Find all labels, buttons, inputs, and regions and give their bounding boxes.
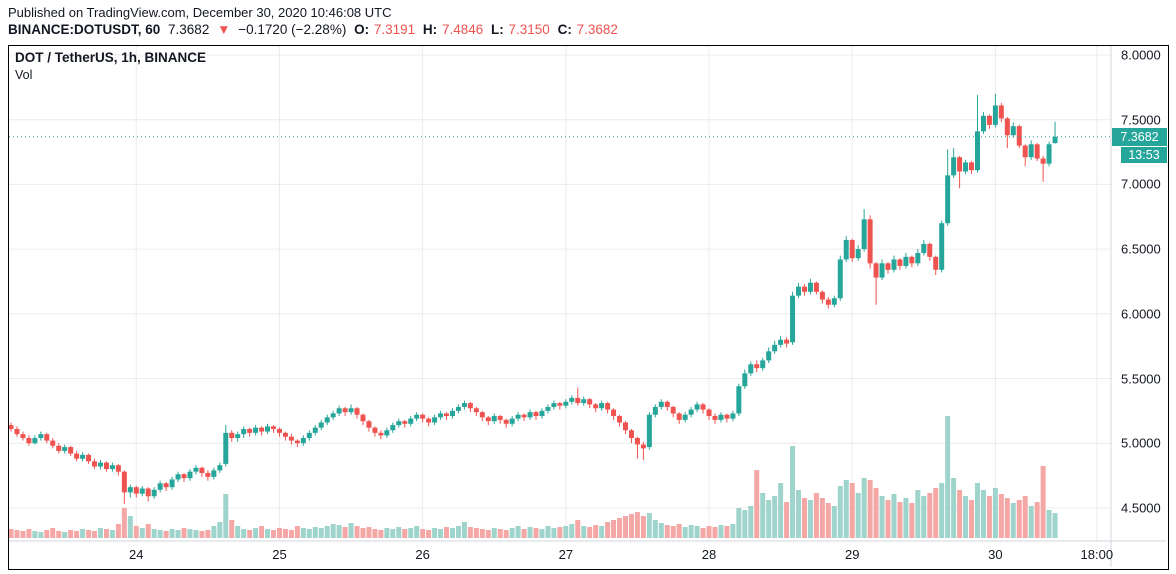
time-tick-label: 24 xyxy=(129,547,144,562)
published-line: Published on TradingView.com, December 3… xyxy=(8,5,392,20)
last-price-value: 7.3682 xyxy=(168,22,210,37)
last-price-badge: 7.3682 xyxy=(1112,127,1167,146)
volume-study-label[interactable]: Vol xyxy=(15,68,33,82)
price-tick-label: 7.5000 xyxy=(1121,112,1161,128)
symbol-name: BINANCE:DOTUSDT, 60 xyxy=(8,22,161,37)
symbol-status-line: BINANCE:DOTUSDT, 60 7.3682 ▼ −0.1720 (−2… xyxy=(8,22,622,37)
price-tick-label: 8.0000 xyxy=(1121,47,1161,63)
open-value: 7.3191 xyxy=(373,22,416,37)
price-tick-label: 4.5000 xyxy=(1121,500,1161,516)
price-tick-label: 6.5000 xyxy=(1121,241,1161,257)
time-tick-label: 28 xyxy=(701,547,717,562)
price-tick-label: 5.0000 xyxy=(1121,435,1161,451)
high-value: 7.4846 xyxy=(441,22,484,37)
price-tick-label: 6.0000 xyxy=(1121,306,1161,322)
high-label: H: xyxy=(422,22,438,37)
time-tick-label: 25 xyxy=(272,547,287,562)
close-value: 7.3682 xyxy=(576,22,618,37)
down-triangle-icon: ▼ xyxy=(217,22,231,37)
candlestick-chart[interactable] xyxy=(9,46,1166,567)
open-label: O: xyxy=(354,22,370,37)
bar-countdown-badge: 13:53 xyxy=(1121,146,1167,163)
chart-legend-title[interactable]: DOT / TetherUS, 1h, BINANCE xyxy=(15,50,207,65)
time-tick-label: 18:00 xyxy=(1080,547,1114,562)
close-label: C: xyxy=(557,22,572,37)
low-label: L: xyxy=(491,22,504,37)
time-tick-label: 30 xyxy=(988,547,1003,562)
price-tick-label: 5.5000 xyxy=(1121,371,1161,386)
time-tick-label: 29 xyxy=(844,547,860,562)
low-value: 7.3150 xyxy=(508,22,550,37)
price-tick-label: 7.0000 xyxy=(1121,176,1161,192)
time-tick-label: 26 xyxy=(415,547,430,562)
chart-frame: DOT / TetherUS, 1h, BINANCE Vol 8.0000 7.… xyxy=(8,45,1169,570)
time-tick-label: 27 xyxy=(558,547,574,562)
change-value: −0.1720 (−2.28%) xyxy=(238,22,347,37)
